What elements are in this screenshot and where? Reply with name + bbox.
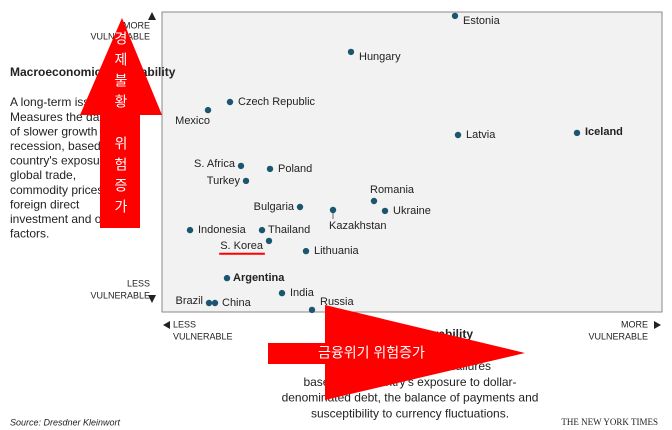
y-description: recession, based on a — [10, 139, 128, 153]
point — [296, 203, 304, 211]
x-axis-label: LESS — [173, 319, 196, 329]
point-label: Argentina — [233, 272, 285, 284]
y-description: investment and other — [10, 212, 122, 226]
point-label: Estonia — [463, 15, 501, 27]
vertical-annotation: 제 — [115, 52, 128, 68]
y-description: commodity prices, — [10, 183, 107, 197]
x-axis-label: VULNERABLE — [588, 331, 648, 341]
credit: THE NEW YORK TIMES — [561, 417, 658, 427]
point — [381, 207, 389, 215]
vertical-annotation: 경 — [115, 31, 128, 47]
point-label: Latvia — [466, 129, 496, 141]
point-label: Russia — [320, 296, 355, 308]
point-label: Hungary — [359, 51, 401, 63]
y-title: Macroeconomic vulnerability — [10, 65, 176, 79]
y-description: global trade, — [10, 168, 76, 182]
x-axis-label: MORE — [621, 319, 648, 329]
vertical-annotation: 증 — [115, 178, 128, 194]
y-description: factors. — [10, 227, 49, 241]
point-label: Poland — [278, 163, 312, 175]
point — [278, 289, 286, 297]
horizontal-annotation: 금융위기 위험증가 — [318, 345, 425, 361]
axis-arrow — [163, 321, 170, 329]
point-label: Lithuania — [314, 245, 360, 257]
point — [211, 299, 219, 307]
point — [186, 226, 194, 234]
point — [451, 12, 459, 20]
point — [226, 98, 234, 106]
x-axis-label: VULNERABLE — [173, 331, 233, 341]
y-axis-label: LESS — [127, 278, 150, 288]
point — [265, 237, 273, 245]
point — [454, 131, 462, 139]
point — [204, 106, 212, 114]
point — [237, 162, 245, 170]
point-label: Ukraine — [393, 205, 431, 217]
y-axis-label: VULNERABLE — [90, 290, 150, 300]
y-axis-label: MORE — [123, 20, 150, 30]
point-label: India — [290, 287, 315, 299]
vertical-arrow — [80, 18, 162, 228]
point-label: Mexico — [175, 115, 210, 127]
point-label: S. Africa — [194, 158, 236, 170]
point-label: Czech Republic — [238, 96, 316, 108]
vertical-annotation: 위 — [115, 136, 128, 152]
x-description: denominated debt, the balance of payment… — [282, 391, 539, 405]
point-label: Indonesia — [198, 224, 247, 236]
point — [223, 274, 231, 282]
vertical-annotation: 불 — [115, 73, 128, 89]
y-description: country's exposure to — [10, 154, 124, 168]
point — [258, 226, 266, 234]
axis-arrow — [654, 321, 661, 329]
y-description: of slower growth or — [10, 124, 111, 138]
axis-arrow — [148, 12, 156, 20]
point — [242, 177, 250, 185]
point-label: China — [222, 297, 252, 309]
x-description: susceptibility to currency fluctuations. — [311, 406, 509, 420]
y-description: foreign direct — [10, 197, 80, 211]
point-label: Kazakhstan — [329, 220, 386, 232]
y-description: A long-term issue. — [10, 95, 106, 109]
axis-arrow — [148, 295, 156, 303]
point — [347, 48, 355, 56]
horizontal-arrow — [268, 305, 525, 400]
point-label: Turkey — [207, 175, 241, 187]
point-label: Romania — [370, 184, 415, 196]
source: Source: Dresdner Kleinwort — [10, 417, 121, 427]
point — [266, 165, 274, 173]
vertical-annotation: 험 — [115, 157, 128, 173]
vertical-annotation: 가경제불황 위험증가 — [115, 199, 128, 215]
point — [302, 247, 310, 255]
point — [370, 197, 378, 205]
point-label: Thailand — [268, 224, 310, 236]
vertical-annotation: 황 — [115, 94, 128, 110]
point-label: Iceland — [585, 126, 623, 138]
point-label: Bulgaria — [254, 201, 295, 213]
point — [573, 129, 581, 137]
point — [329, 206, 337, 214]
plot-area — [161, 11, 663, 313]
point — [308, 306, 316, 314]
point-label: S. Korea — [220, 240, 264, 252]
point — [205, 299, 213, 307]
point-label: Brazil — [175, 295, 203, 307]
